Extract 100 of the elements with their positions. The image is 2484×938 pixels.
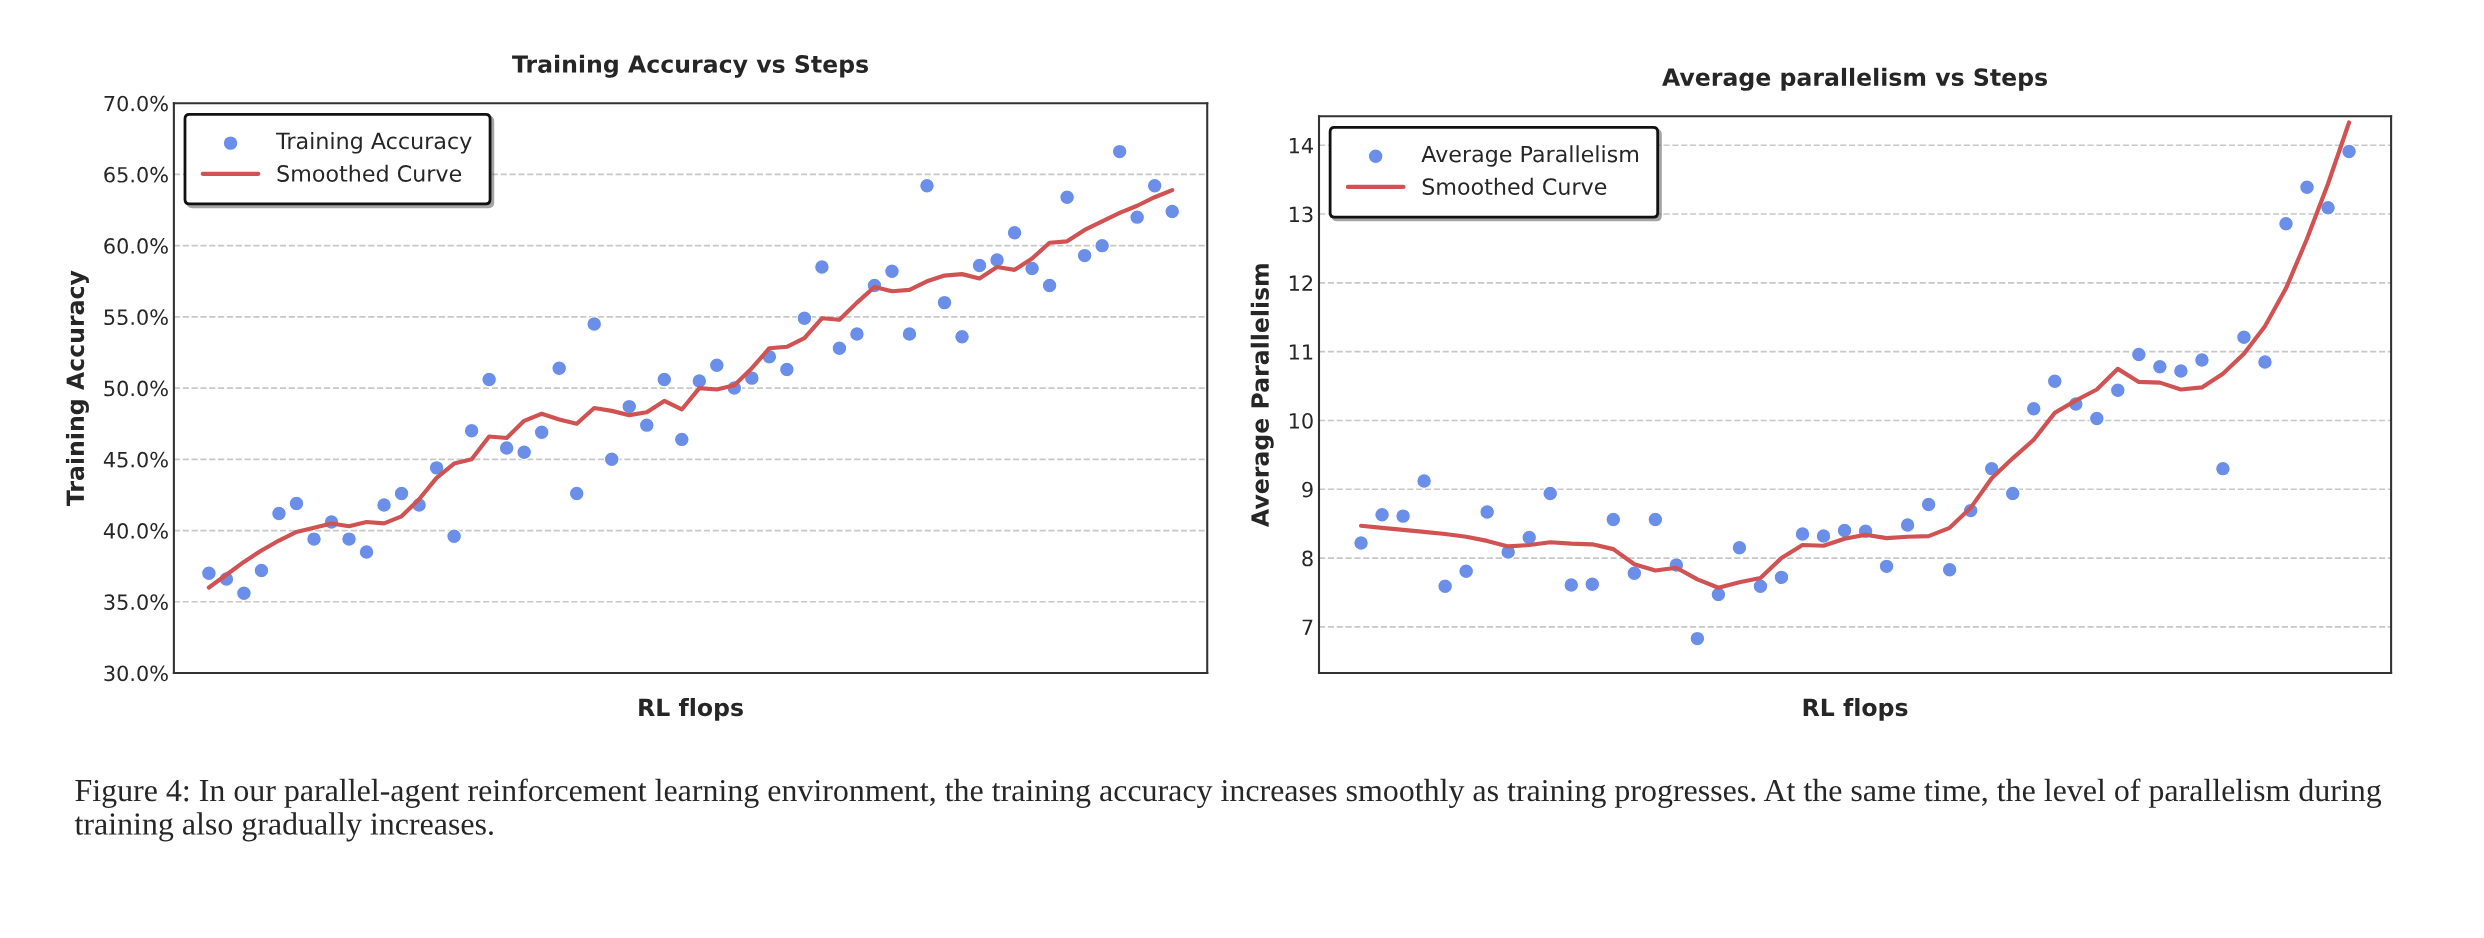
y-tick-label: 10 xyxy=(1289,412,1313,429)
point xyxy=(2046,373,2063,390)
point xyxy=(1146,177,1163,194)
point xyxy=(428,460,445,476)
y-tick-label: 7 xyxy=(1302,619,1313,635)
point xyxy=(393,485,410,502)
point xyxy=(2194,352,2210,368)
y-tick-label: 55.0% xyxy=(104,309,168,326)
point xyxy=(1689,630,1706,647)
y-tick-label: 35.0% xyxy=(104,594,168,610)
y-axis-title: Training Accuracy xyxy=(65,270,89,507)
point xyxy=(796,310,813,327)
y-tick-label: 50.0% xyxy=(104,380,168,397)
y-tick-label: 8 xyxy=(1302,550,1313,567)
point xyxy=(1437,578,1453,595)
point xyxy=(656,371,673,388)
point xyxy=(2320,199,2336,216)
legend-label: Smoothed Curve xyxy=(277,164,462,182)
point xyxy=(1878,558,1895,575)
y-tick-label: 11 xyxy=(1289,344,1313,360)
chart-title: Training Accuracy vs Steps xyxy=(512,54,869,78)
point xyxy=(1815,528,1832,544)
point xyxy=(1059,189,1075,206)
point xyxy=(358,544,375,560)
point xyxy=(1111,143,1128,160)
point xyxy=(1920,496,1937,513)
point xyxy=(2088,410,2105,427)
x-axis-title: RL flops xyxy=(1803,698,1908,721)
point xyxy=(376,497,392,513)
point xyxy=(1794,526,1811,542)
point xyxy=(2299,179,2315,196)
point xyxy=(1024,260,1040,277)
point xyxy=(586,316,603,332)
point xyxy=(288,495,305,512)
point xyxy=(2025,400,2042,417)
y-tick-label: 9 xyxy=(1302,481,1313,498)
point xyxy=(463,422,480,439)
point xyxy=(603,451,620,468)
point xyxy=(989,252,1005,268)
point xyxy=(1094,237,1110,254)
y-tick-label: 30.0% xyxy=(104,665,168,682)
point xyxy=(1006,224,1023,241)
point xyxy=(1605,511,1622,528)
point xyxy=(1041,277,1058,294)
legend-label: Smoothed Curve xyxy=(1422,177,1607,196)
point xyxy=(901,326,918,342)
point xyxy=(2236,329,2252,346)
point xyxy=(919,177,935,194)
point xyxy=(849,326,865,342)
legend-label: Training Accuracy xyxy=(276,132,472,154)
point xyxy=(1647,511,1664,528)
point xyxy=(638,417,655,433)
point xyxy=(568,485,585,502)
point xyxy=(1626,565,1643,582)
point xyxy=(446,528,462,545)
point xyxy=(621,398,638,415)
point xyxy=(201,565,217,582)
point xyxy=(779,361,795,378)
point xyxy=(1395,508,1411,524)
point xyxy=(253,562,270,579)
point xyxy=(673,431,690,448)
point xyxy=(2257,354,2273,370)
point xyxy=(1164,203,1181,220)
y-axis-title: Average Parallelism xyxy=(1250,264,1274,527)
point xyxy=(1752,578,1769,595)
point xyxy=(551,360,568,376)
point xyxy=(1773,569,1790,586)
point xyxy=(1129,209,1146,225)
point xyxy=(708,357,725,374)
point xyxy=(1416,473,1432,489)
caption: Figure 4: In our parallel-agent reinforcement learning environment, the training accuracy increases smoothly as training progresses. At the same time, the level of parallelism during training also gradually increases. xyxy=(74,778,2382,842)
y-tick-label: 14 xyxy=(1289,137,1313,154)
point xyxy=(2278,215,2294,232)
point xyxy=(341,531,357,547)
point xyxy=(1584,576,1601,593)
point xyxy=(831,340,848,357)
point xyxy=(2109,382,2126,399)
y-tick-label: 40.0% xyxy=(103,523,168,539)
point xyxy=(2004,485,2021,502)
point xyxy=(1353,535,1369,551)
point xyxy=(2215,460,2231,477)
y-tick-label: 13 xyxy=(1289,206,1313,223)
chart-title: Average parallelism vs Steps xyxy=(1662,67,2047,91)
point xyxy=(691,373,708,389)
point xyxy=(516,444,533,461)
point xyxy=(1563,577,1580,593)
line-series xyxy=(206,187,1175,590)
legend-label: Average Parallelism xyxy=(1421,145,1639,167)
point xyxy=(971,257,988,274)
point xyxy=(2341,143,2357,160)
point xyxy=(481,371,497,388)
y-tick-label: 65.0% xyxy=(104,166,168,183)
point xyxy=(814,259,830,275)
point xyxy=(271,505,287,522)
point xyxy=(1731,539,1748,556)
point xyxy=(1458,563,1474,580)
point xyxy=(884,263,900,280)
point xyxy=(1542,485,1559,502)
point xyxy=(306,531,322,547)
x-axis-title: RL flops xyxy=(639,698,743,721)
